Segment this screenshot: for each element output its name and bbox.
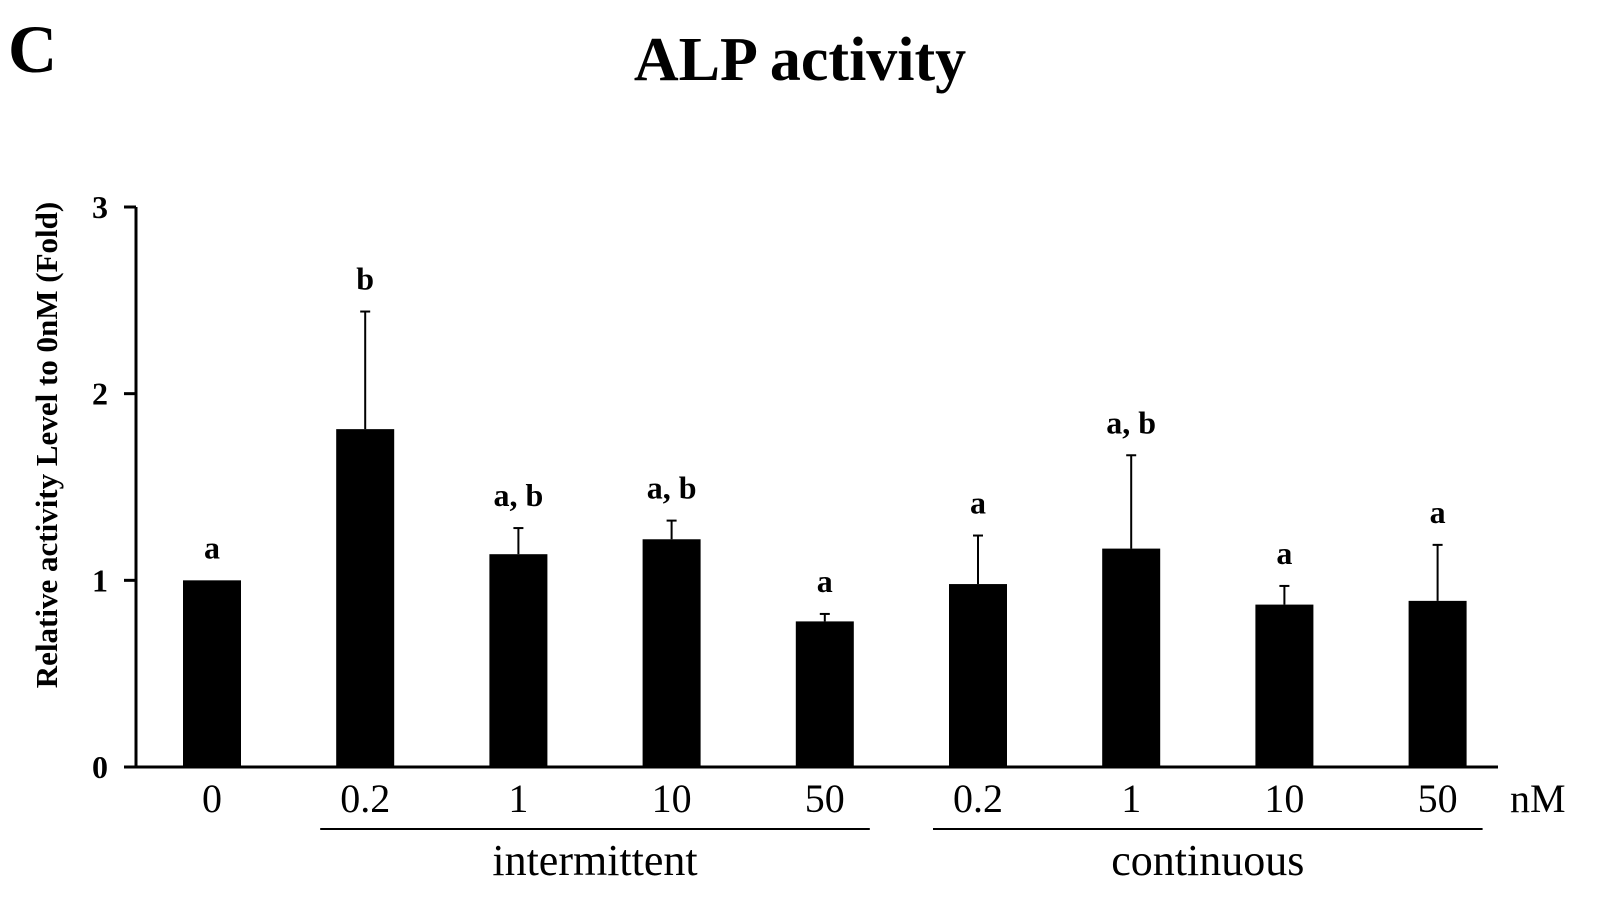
bar xyxy=(183,580,241,767)
x-tick-label: 50 xyxy=(1418,776,1458,821)
y-tick-label: 2 xyxy=(92,376,108,412)
group-label: continuous xyxy=(1111,836,1304,885)
y-axis-label: Relative activity Level to 0nM (Fold) xyxy=(29,202,64,688)
bar xyxy=(1102,548,1161,767)
x-tick-label: 10 xyxy=(652,776,692,821)
error-bars xyxy=(360,310,1443,622)
x-tick-label: 0.2 xyxy=(340,776,390,821)
y-tick-label: 3 xyxy=(92,189,108,225)
significance-label: a, b xyxy=(494,477,544,513)
bars xyxy=(183,429,1467,767)
significance-annotations: a b a, b a, b a a a, b a a xyxy=(204,261,1446,599)
bar xyxy=(1255,604,1314,767)
significance-label: a xyxy=(1430,494,1446,530)
bar xyxy=(795,621,854,767)
significance-label: a, b xyxy=(1106,404,1156,440)
x-tick-label: 0.2 xyxy=(953,776,1003,821)
x-tick-label: 50 xyxy=(805,776,845,821)
x-tick-label: 1 xyxy=(1121,776,1141,821)
unit-label: nM xyxy=(1510,776,1566,821)
bar xyxy=(642,539,701,767)
significance-label: a xyxy=(204,529,220,565)
y-axis: 0 1 2 3 xyxy=(92,189,138,785)
bar xyxy=(1408,600,1467,767)
y-tick-label: 0 xyxy=(92,749,108,785)
significance-label: a, b xyxy=(647,470,697,506)
panel-label: C xyxy=(8,11,57,87)
significance-label: b xyxy=(356,261,374,297)
bar xyxy=(336,429,395,767)
group-labels: intermittent continuous xyxy=(320,828,1483,885)
chart-title: ALP activity xyxy=(634,26,966,94)
bar xyxy=(949,584,1007,767)
y-tick-label: 1 xyxy=(92,562,108,598)
group-label: intermittent xyxy=(492,836,697,885)
bar xyxy=(489,554,548,767)
x-tick-labels: 0 0.2 1 10 50 0.2 1 10 50 xyxy=(202,776,1458,821)
significance-label: a xyxy=(817,563,833,599)
x-tick-label: 0 xyxy=(202,776,222,821)
x-tick-label: 1 xyxy=(508,776,528,821)
significance-label: a xyxy=(970,485,986,521)
x-tick-label: 10 xyxy=(1264,776,1304,821)
significance-label: a xyxy=(1276,535,1292,571)
